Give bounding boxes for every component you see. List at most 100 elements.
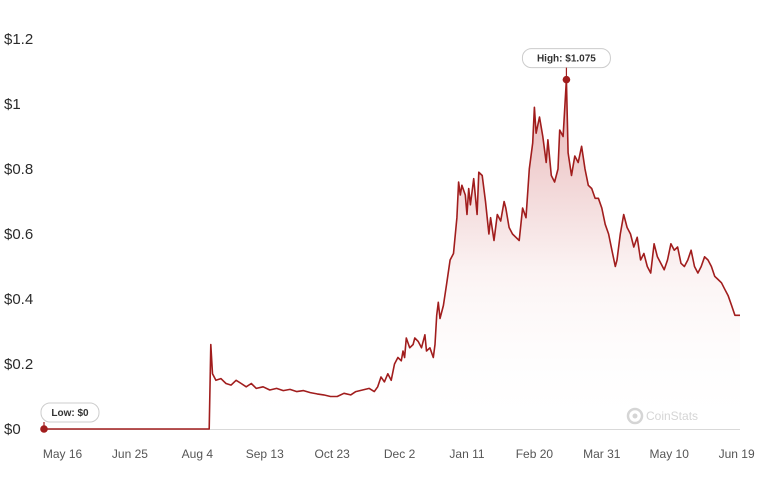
data-point: [667, 259, 669, 261]
data-point: [539, 116, 541, 118]
data-point: [481, 175, 483, 177]
data-point: [717, 279, 719, 281]
data-point: [714, 276, 716, 278]
data-point: [426, 350, 428, 352]
data-point: [529, 168, 531, 170]
data-point: [330, 396, 332, 398]
data-point: [323, 394, 325, 396]
data-point: [406, 337, 408, 339]
data-point: [727, 295, 729, 297]
price-line: [44, 78, 740, 430]
data-point: [500, 220, 502, 222]
data-point: [374, 391, 376, 393]
data-point: [429, 347, 431, 349]
data-point: [436, 315, 438, 317]
data-point: [210, 344, 212, 346]
data-point: [653, 243, 655, 245]
x-tick-label: May 10: [650, 447, 690, 461]
data-point: [384, 381, 386, 383]
data-point: [433, 357, 435, 359]
data-point: [417, 341, 419, 343]
data-point: [674, 249, 676, 251]
data-point: [283, 390, 285, 392]
data-point: [470, 204, 472, 206]
data-point: [731, 305, 733, 307]
data-point: [700, 266, 702, 268]
data-point: [377, 386, 379, 388]
data-point: [296, 391, 298, 393]
data-point: [421, 347, 423, 349]
data-point: [542, 136, 544, 138]
data-point: [707, 259, 709, 261]
data-point: [443, 305, 445, 307]
data-point: [245, 386, 247, 388]
data-point: [626, 227, 628, 229]
y-tick-label: $0.2: [4, 356, 33, 373]
x-axis: May 16 Jun 25 Aug 4 Sep 13 Oct 23 Dec 2 Jan 11…: [43, 447, 755, 461]
data-point: [690, 249, 692, 251]
x-tick-label: Jun 25: [112, 447, 148, 461]
x-tick-label: Dec 2: [384, 447, 416, 461]
data-point: [508, 227, 510, 229]
data-point: [547, 139, 549, 141]
coinstats-watermark: CoinStats: [626, 407, 698, 425]
data-point: [208, 428, 210, 430]
data-point: [694, 266, 696, 268]
data-point: [478, 171, 480, 173]
data-point: [461, 185, 463, 187]
data-point: [466, 214, 468, 216]
data-point: [414, 337, 416, 339]
x-tick-label: Aug 4: [182, 447, 214, 461]
data-point: [449, 259, 451, 261]
data-point: [604, 224, 606, 226]
data-point: [269, 389, 271, 391]
data-point: [554, 181, 556, 183]
data-point: [276, 388, 278, 390]
data-point: [215, 380, 217, 382]
data-point: [567, 152, 569, 154]
data-point: [588, 185, 590, 187]
data-point: [615, 266, 617, 268]
data-point: [598, 198, 600, 200]
data-point: [734, 315, 736, 317]
y-axis: $0 $0.2 $0.4 $0.6 $0.8 $1 $1.2: [4, 31, 33, 438]
data-point: [390, 380, 392, 382]
data-point: [630, 233, 632, 235]
data-point: [350, 394, 352, 396]
data-point: [362, 389, 364, 391]
data-point: [424, 334, 426, 336]
high-callout-label: High: $1.075: [537, 54, 596, 65]
data-point: [620, 233, 622, 235]
data-point: [468, 188, 470, 190]
x-tick-label: Oct 23: [314, 447, 350, 461]
data-point: [412, 344, 414, 346]
data-point: [518, 240, 520, 242]
x-tick-label: Jan 11: [449, 447, 484, 461]
data-point: [485, 201, 487, 203]
data-point: [289, 389, 291, 391]
y-tick-label: $0.8: [4, 161, 33, 178]
data-point: [616, 259, 618, 261]
data-point: [559, 129, 561, 131]
data-point: [680, 263, 682, 265]
data-point: [608, 233, 610, 235]
data-point: [434, 344, 436, 346]
data-point: [677, 246, 679, 248]
data-point: [404, 357, 406, 359]
data-point: [532, 142, 534, 144]
data-point: [397, 357, 399, 359]
watermark-label: CoinStats: [646, 409, 698, 423]
x-tick-label: Sep 13: [246, 447, 284, 461]
data-point: [512, 233, 514, 235]
data-point: [336, 396, 338, 398]
x-tick-label: May 16: [43, 447, 83, 461]
y-tick-label: $1: [4, 96, 21, 113]
y-tick-label: $1.2: [4, 31, 33, 48]
data-point: [505, 207, 507, 209]
data-point: [230, 384, 232, 386]
x-tick-label: Jun 19: [719, 447, 755, 461]
x-tick-label: Mar 31: [583, 447, 621, 461]
data-point: [557, 168, 559, 170]
data-point: [503, 201, 505, 203]
